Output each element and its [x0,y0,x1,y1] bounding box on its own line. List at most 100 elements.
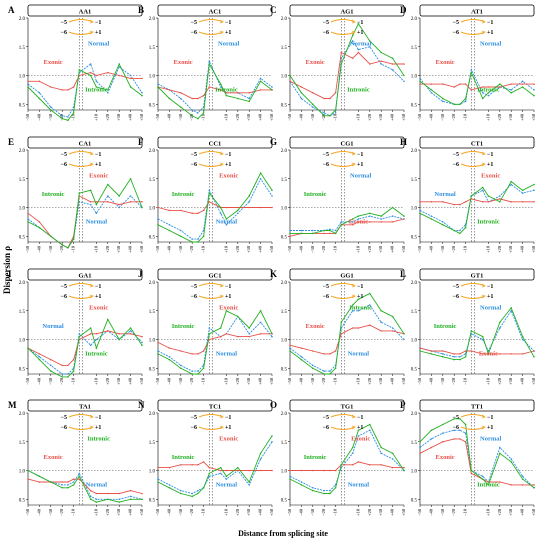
marker-label-minus6: −6 [453,294,459,300]
data-point-exonic [464,440,467,443]
data-point-intronic [191,495,193,498]
data-point-exonic [95,492,98,495]
data-point-normal [191,109,193,111]
data-point-intronic [487,91,490,94]
marker-arrow-top [68,151,94,155]
data-point-intronic [459,417,461,420]
data-point-exonic [248,335,250,338]
marker-arrow-bottom [198,163,224,167]
data-point-intronic [289,350,291,352]
data-point-normal [403,80,405,83]
data-point-exonic [329,97,331,100]
panel-letter: C [270,5,277,15]
panel-letter: K [270,269,277,279]
data-point-intronic [107,318,109,321]
data-point-intronic [38,226,41,229]
data-point-exonic [369,221,371,223]
data-point-intronic [225,309,228,312]
data-point-exonic [453,438,456,440]
y-tick-label: 1.5 [19,46,26,51]
data-point-intronic [300,358,303,361]
data-point-exonic [67,481,69,483]
data-point-intronic [481,186,484,189]
panel-title-box [157,399,273,412]
marker-arrow-top [198,414,224,418]
data-point-exonic [107,330,109,332]
x-tick-label: +20 [235,508,240,516]
x-tick-label: −20 [451,508,456,516]
data-point-exonic [191,97,193,100]
data-point-normal [510,309,512,312]
marker-arrow-bottom [68,31,94,35]
data-point-intronic [289,232,291,235]
data-point-exonic [259,206,262,209]
series-line-exonic [290,461,404,471]
data-point-normal [61,114,63,117]
data-point-normal [453,429,456,432]
data-point-normal [219,212,222,215]
data-point-normal [208,60,211,62]
data-point-intronic [329,114,331,117]
y-tick-label: 0.5 [149,103,156,108]
data-point-exonic [141,492,143,495]
data-point-normal [430,438,433,440]
x-tick-label: −10 [201,113,206,121]
data-point-intronic [510,307,512,309]
y-tick-label: 1.0 [19,75,26,80]
data-point-normal [369,215,371,217]
series-annotation-normal: Normal [86,219,107,226]
series-annotation-normal: Normal [434,191,455,198]
data-point-intronic [259,309,262,312]
data-point-exonic [510,484,512,486]
data-point-exonic [129,489,132,492]
data-point-intronic [118,63,120,65]
x-tick-label: +10 [223,377,228,385]
data-point-exonic [95,74,98,77]
x-tick-label: +10 [355,113,360,121]
data-point-exonic [27,80,29,83]
x-tick-label: −30 [440,377,445,385]
data-point-exonic [118,74,120,77]
data-point-exonic [89,200,92,203]
data-point-intronic [521,335,524,338]
data-point-exonic [312,469,314,472]
data-point-exonic [391,466,394,469]
data-point-normal [442,100,444,103]
data-point-exonic [118,332,120,335]
data-point-exonic [499,198,501,200]
panel-title-box [419,4,535,17]
data-point-exonic [191,463,193,466]
y-tick-label: 2.0 [19,412,26,417]
marker-label-minus1: −1 [95,20,101,26]
marker-label-plus1: +1 [357,294,363,300]
data-point-intronic [323,229,326,232]
data-point-intronic [129,327,132,329]
data-point-intronic [219,327,222,329]
data-point-intronic [271,332,273,335]
x-tick-label: +30 [246,113,251,121]
marker-label-minus5: −5 [61,20,67,26]
marker-arrow-top [68,283,94,287]
data-point-exonic [323,469,326,472]
data-point-normal [271,335,273,338]
data-point-normal [357,218,360,220]
x-tick-label: +30 [508,508,513,516]
series-annotation-exonic: Exonic [89,173,108,180]
x-tick-label: −40 [166,377,171,385]
x-tick-label: −50 [287,377,292,385]
x-tick-label: +30 [246,377,251,385]
series-line-normal [289,40,405,117]
data-point-exonic [129,200,132,203]
y-tick-label: 2.0 [19,281,26,286]
data-point-exonic [419,347,421,349]
x-tick-label: +30 [508,377,513,385]
data-point-normal [248,200,250,203]
marker-label-minus6: −6 [61,30,67,36]
data-point-normal [481,475,484,478]
data-point-normal [369,304,371,306]
data-point-intronic [208,332,211,335]
data-point-exonic [453,86,456,88]
data-point-exonic [248,469,250,472]
data-point-exonic [470,350,473,352]
